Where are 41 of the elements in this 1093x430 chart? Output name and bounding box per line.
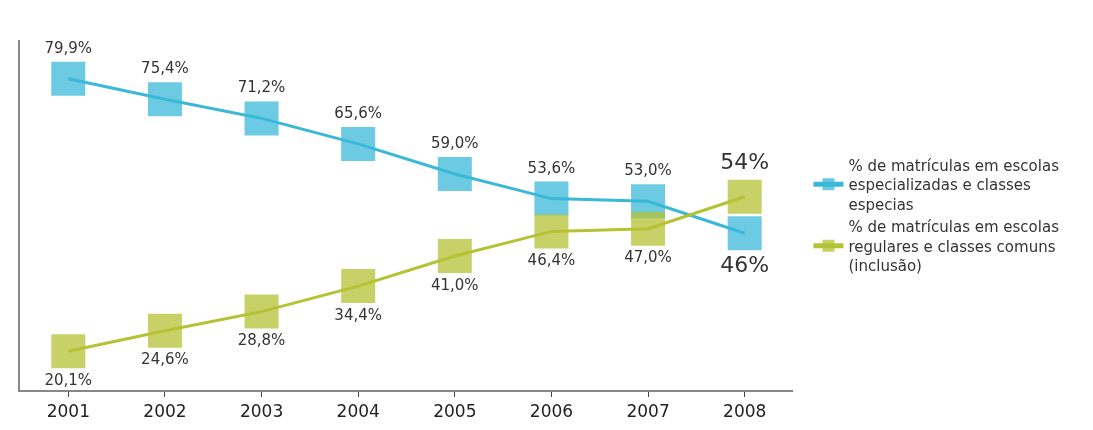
point: [244, 294, 279, 329]
x-tick-label: 2002: [143, 401, 187, 422]
point: [437, 239, 472, 274]
data-label: 59,0%: [430, 133, 479, 152]
x-tick-label: 2004: [336, 401, 380, 422]
x-tick-label: 2005: [433, 401, 477, 422]
data-label: 34,4%: [334, 305, 383, 324]
data-label: 65,6%: [334, 103, 383, 122]
point: [534, 181, 569, 216]
point: [534, 214, 569, 249]
data-label: 24,6%: [141, 350, 189, 369]
data-label: 75,4%: [141, 59, 189, 78]
data-label: 79,9%: [44, 38, 93, 57]
point: [727, 179, 762, 214]
legend-label: % de matrículas em escolas especializadas e classes especias: [848, 156, 1060, 214]
point: [244, 101, 279, 136]
x-tick-label: 2008: [723, 401, 767, 422]
x-tick-label: 2001: [46, 401, 90, 422]
point: [341, 126, 376, 161]
data-label: 47,0%: [624, 248, 672, 267]
point: [51, 334, 86, 369]
point: [437, 156, 472, 191]
x-tick-label: 2006: [529, 401, 574, 422]
data-label: 20,1%: [44, 370, 93, 389]
point: [51, 61, 86, 96]
data-label: 41,0%: [430, 275, 479, 294]
data-label: 28,8%: [237, 331, 286, 350]
x-tick-label: 2003: [239, 401, 284, 422]
x-tick-label: 2007: [626, 401, 670, 422]
legend-label: % de matrículas em escolas regulares e classes comuns (inclusão): [848, 218, 1060, 276]
data-label: 71,2%: [237, 78, 286, 97]
data-label: 53,0%: [624, 161, 672, 180]
point: [341, 269, 376, 304]
point: [631, 211, 666, 246]
data-label: 53,6%: [527, 158, 576, 177]
data-label: 46%: [720, 251, 770, 277]
point: [727, 216, 762, 251]
point: [147, 313, 182, 348]
data-label: 46,4%: [527, 250, 576, 269]
point: [147, 82, 182, 117]
data-label: 54%: [720, 149, 770, 175]
